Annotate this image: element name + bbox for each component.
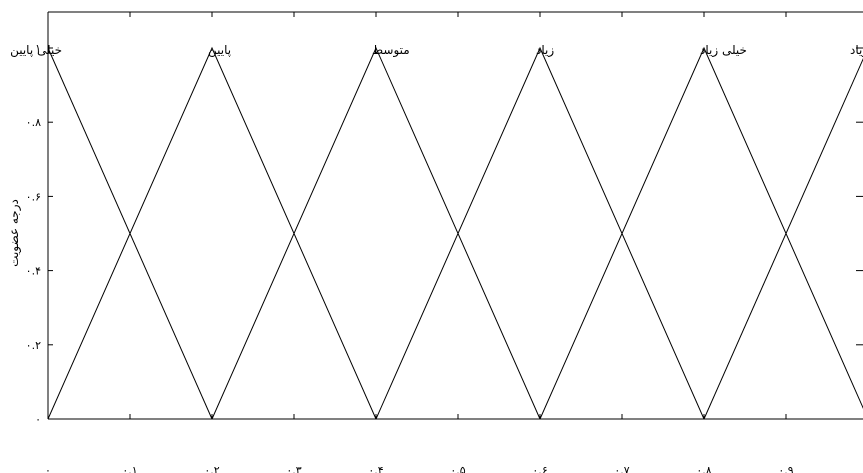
- series-line: [47, 46, 377, 420]
- x-tick-label: ۰.۸: [696, 464, 711, 473]
- y-tick-label: ۰.۸: [26, 116, 41, 129]
- series-label: خیلی زیاد: [700, 43, 747, 58]
- x-tick-label: ۰: [45, 464, 51, 473]
- y-tick-label: ۰.۴: [26, 265, 41, 278]
- series-label: متوسط: [372, 43, 410, 58]
- x-tick-label: ۰.۱: [122, 464, 137, 473]
- series-label: پایین: [208, 43, 231, 58]
- series-line: [375, 46, 705, 420]
- x-tick-label: ۰.۶: [532, 464, 547, 473]
- series-label: کاملا زیاد: [850, 43, 863, 58]
- y-axis: ۰ ۰.۲ ۰.۴ ۰.۶ ۰.۸ ۱: [26, 42, 863, 426]
- series-label: زیاد: [536, 43, 554, 58]
- x-tick-label: ۰.۲: [204, 464, 219, 473]
- y-tick-label: ۰: [35, 413, 41, 426]
- x-axis: ۰ ۰.۱ ۰.۲ ۰.۳ ۰.۴ ۰.۵ ۰.۶ ۰.۷ ۰.۸ ۰.۹: [45, 12, 794, 473]
- y-tick-label: ۱: [35, 42, 41, 55]
- y-tick-label: ۰.۲: [26, 339, 41, 352]
- x-tick-label: ۰.۳: [286, 464, 301, 473]
- x-tick-label: ۰.۷: [614, 464, 629, 473]
- plot-frame: [47, 11, 863, 420]
- y-axis-label: درجه عضویت: [7, 199, 22, 267]
- series-line: [703, 58, 863, 420]
- x-tick-label: ۰.۵: [450, 464, 465, 473]
- series-line: [211, 46, 541, 420]
- series-labels: خیلی پایین پایین متوسط زیاد خیلی زیاد کاملا ز…: [10, 43, 863, 58]
- series-lines: [47, 46, 863, 420]
- x-tick-label: ۰.۹: [778, 464, 793, 473]
- series-line: [539, 46, 863, 420]
- series-label: خیلی پایین: [10, 43, 62, 58]
- x-tick-label: ۰.۴: [368, 464, 383, 473]
- y-tick-label: ۰.۶: [26, 190, 41, 203]
